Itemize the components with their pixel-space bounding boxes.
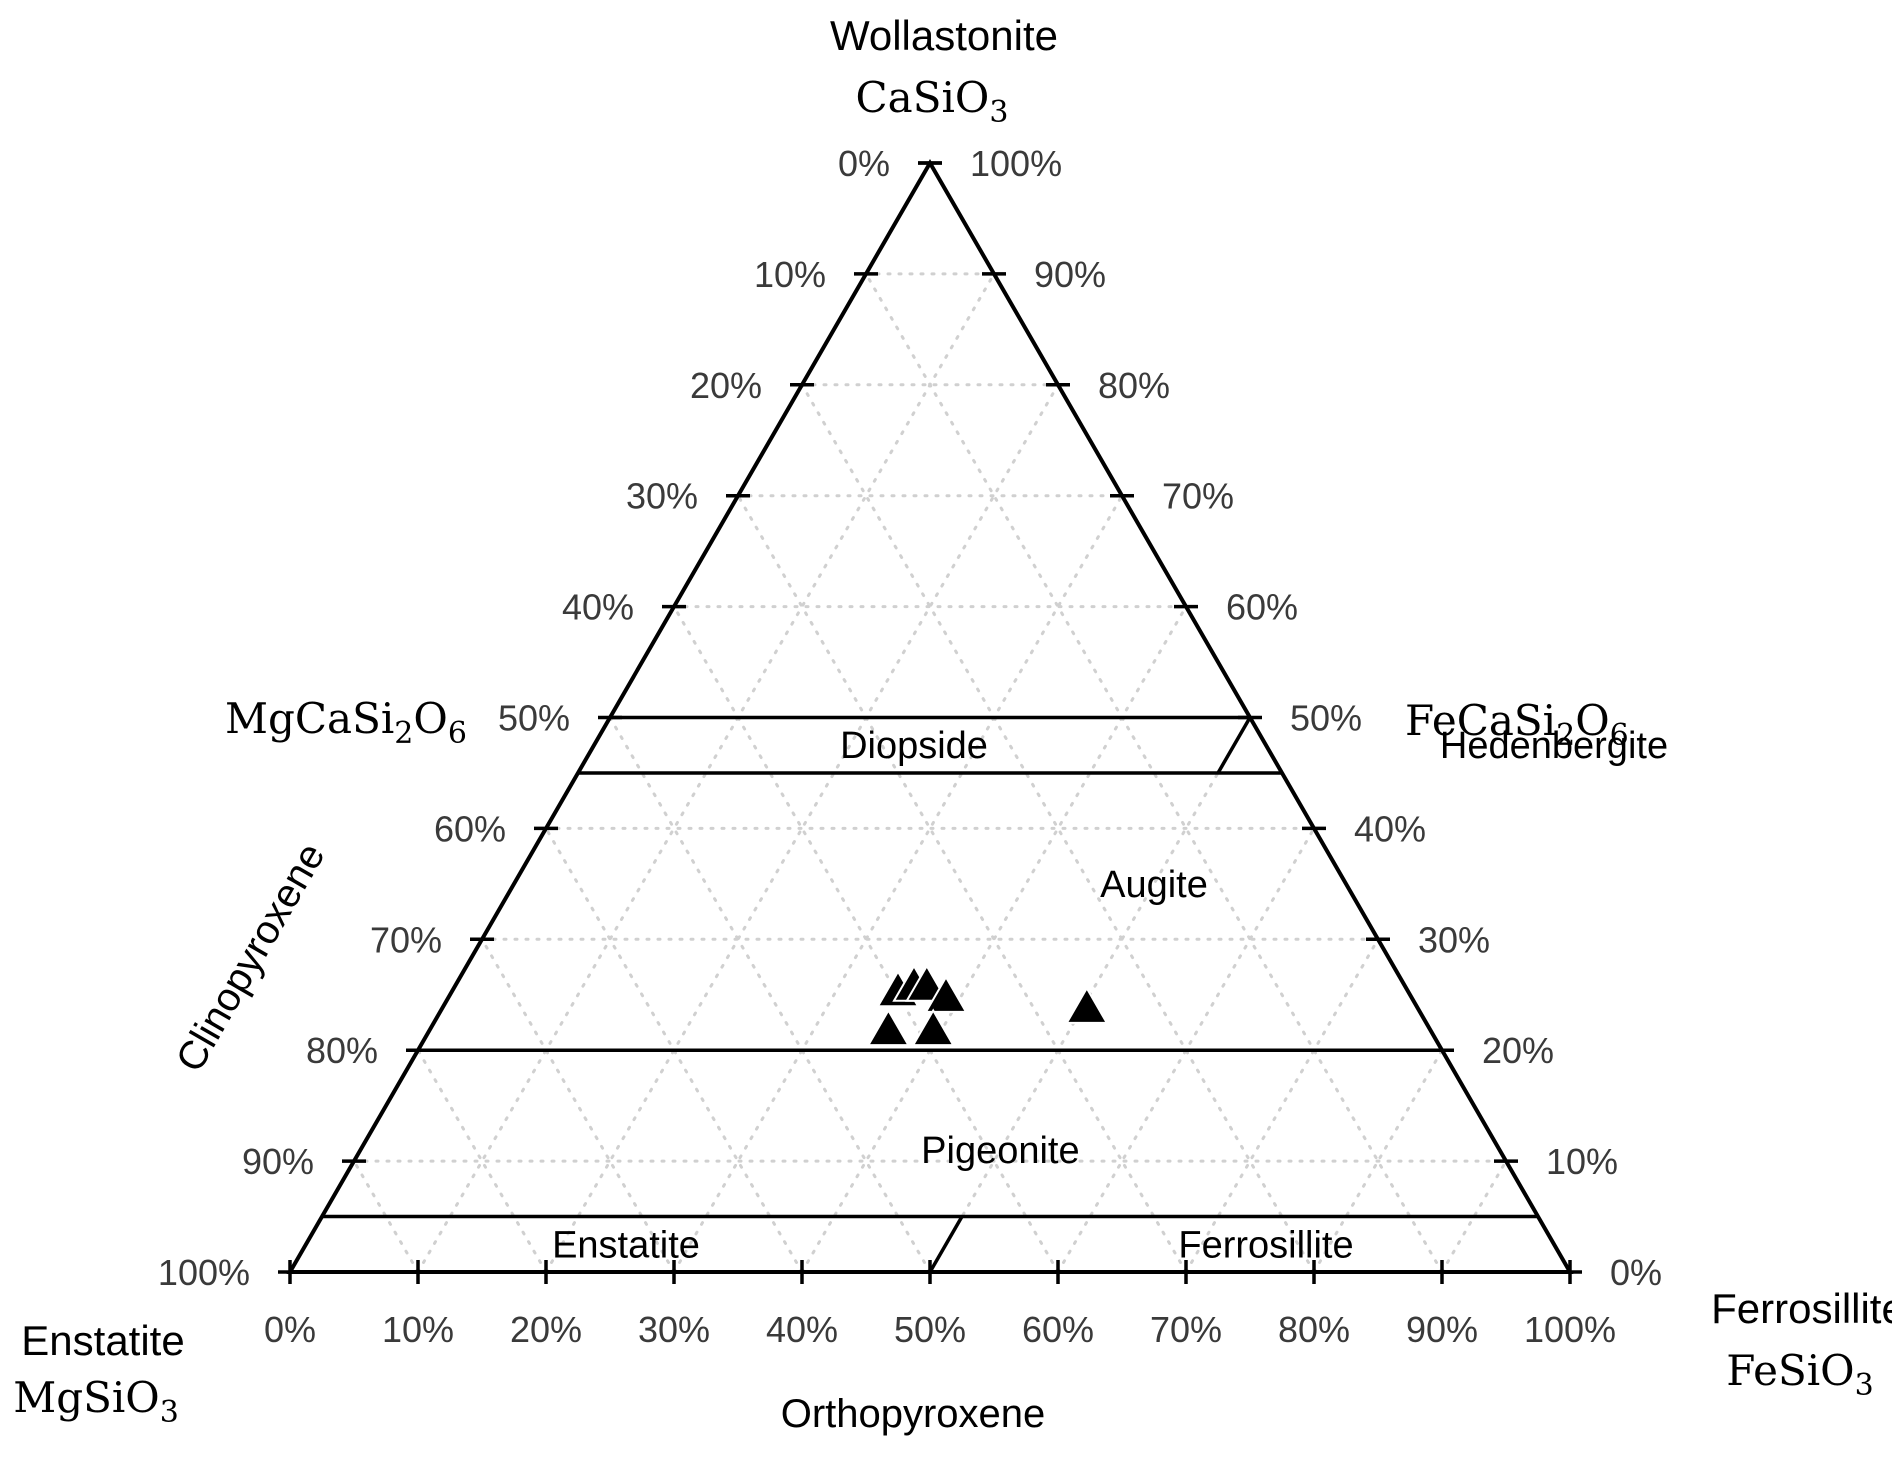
tick-label-left-4: 40%	[562, 587, 634, 628]
tick-label-right-5: 50%	[1290, 698, 1362, 739]
data-point-3	[924, 975, 968, 1013]
tick-label-left-3: 30%	[626, 476, 698, 517]
grid-line-en-80	[416, 1048, 548, 1274]
data-point-4	[866, 1008, 911, 1047]
grid-line-en-90	[352, 1159, 420, 1274]
boundary-divider-0	[1216, 716, 1252, 774]
data-points	[866, 964, 1109, 1047]
field-labels: Diopside Hedenbergite Augite Pigeonite Ensta…	[552, 725, 1668, 1266]
tick-label-right-2: 80%	[1098, 365, 1170, 406]
midpoint-left-part-3: O	[413, 694, 447, 743]
tick-label-bottom-0: 0%	[264, 1309, 316, 1350]
grid-line-en-70	[480, 937, 676, 1274]
tick-label-right-7: 30%	[1418, 919, 1490, 960]
grid-line-en-30	[736, 494, 1188, 1274]
field-label-0: Diopside	[840, 725, 988, 767]
corner-bottom-right-name: Ferrosillite	[1711, 1285, 1892, 1332]
grid-line-fs-10	[416, 272, 996, 1274]
tick-label-bottom-3: 30%	[638, 1309, 710, 1350]
tick-label-left-0: 0%	[838, 143, 890, 184]
midpoint-right-part-3: O	[1575, 696, 1609, 745]
field-label-5: Ferrosillite	[1178, 1224, 1353, 1266]
tick-label-bottom-5: 50%	[894, 1309, 966, 1350]
tick-label-bottom-1: 10%	[382, 1309, 454, 1350]
tick-label-bottom-7: 70%	[1150, 1309, 1222, 1350]
tick-label-right-1: 90%	[1034, 254, 1106, 295]
tick-label-right-0: 100%	[970, 143, 1062, 184]
tick-label-right-6: 40%	[1354, 808, 1426, 849]
grid-line-fs-30	[672, 494, 1124, 1274]
tick-label-left-2: 20%	[690, 365, 762, 406]
axis-title-bottom: Orthopyroxene	[781, 1392, 1046, 1436]
boundary-divider-1	[928, 1215, 964, 1273]
corner-bottom-left-name: Enstatite	[21, 1317, 184, 1364]
tick-label-bottom-2: 20%	[510, 1309, 582, 1350]
midpoint-right-formula: FeCaSi2O6	[1405, 696, 1629, 753]
tick-label-left-8: 80%	[306, 1030, 378, 1071]
corner-bottom-left-formula-sub: 3	[160, 1395, 179, 1430]
tick-label-right-4: 60%	[1226, 587, 1298, 628]
grid-line-fs-40	[800, 605, 1188, 1274]
tick-label-left-1: 10%	[754, 254, 826, 295]
midpoint-left-part-1: MgCaSi	[225, 694, 394, 743]
corner-bottom-right-formula-main: FeSiO	[1726, 1346, 1854, 1395]
tick-label-left-9: 90%	[242, 1141, 314, 1182]
tick-label-bottom-10: 100%	[1524, 1309, 1616, 1350]
midpoint-right-part-1: FeCaSi	[1405, 696, 1556, 745]
corner-bottom-right-formula: FeSiO3	[1726, 1346, 1873, 1403]
corner-bottom-left-formula-main: MgSiO	[13, 1373, 160, 1422]
corner-bottom-left-formula: MgSiO3	[13, 1373, 179, 1430]
grid-line-fs-70	[1184, 937, 1380, 1274]
corner-top-formula: CaSiO3	[856, 73, 1009, 130]
grid-line-en-50	[608, 716, 932, 1274]
field-label-2: Augite	[1100, 864, 1208, 906]
midpoint-right-part-4: 6	[1610, 718, 1629, 753]
tick-label-bottom-4: 40%	[766, 1309, 838, 1350]
tick-label-right-8: 20%	[1482, 1030, 1554, 1071]
midpoint-left-formula: MgCaSi2O6	[225, 694, 467, 751]
grid-line-en-10	[864, 272, 1444, 1274]
tick-label-bottom-8: 80%	[1278, 1309, 1350, 1350]
grid-line-fs-80	[1312, 1048, 1444, 1274]
corner-bottom-right-formula-sub: 3	[1855, 1368, 1874, 1403]
midpoint-left-part-2: 2	[394, 716, 413, 751]
midpoint-right-part-2: 2	[1556, 718, 1575, 753]
field-label-1: Hedenbergite	[1440, 725, 1668, 767]
tick-label-bottom-6: 60%	[1022, 1309, 1094, 1350]
midpoint-left-part-4: 6	[448, 716, 467, 751]
tick-label-left-5: 50%	[498, 698, 570, 739]
tick-label-left-7: 70%	[370, 919, 442, 960]
tick-label-left-6: 60%	[434, 808, 506, 849]
grid-line-fs-90	[1440, 1159, 1508, 1274]
field-boundaries	[322, 715, 1538, 1273]
field-label-3: Pigeonite	[921, 1130, 1079, 1172]
tick-label-right-9: 10%	[1546, 1141, 1618, 1182]
field-label-4: Enstatite	[552, 1224, 700, 1266]
tick-label-right-3: 70%	[1162, 476, 1234, 517]
tick-label-left-10: 100%	[158, 1252, 250, 1293]
corner-top-formula-sub: 3	[989, 95, 1008, 130]
corner-top-formula-main: CaSiO	[856, 73, 990, 122]
tick-label-right-10: 0%	[1610, 1252, 1662, 1293]
data-point-5	[911, 1008, 955, 1047]
tick-label-bottom-9: 90%	[1406, 1309, 1478, 1350]
ticks: 0%10%20%30%40%50%60%70%80%90%100%100%90%…	[158, 143, 1662, 1350]
data-point-6	[1065, 986, 1109, 1024]
corner-top-name: Wollastonite	[830, 12, 1058, 59]
